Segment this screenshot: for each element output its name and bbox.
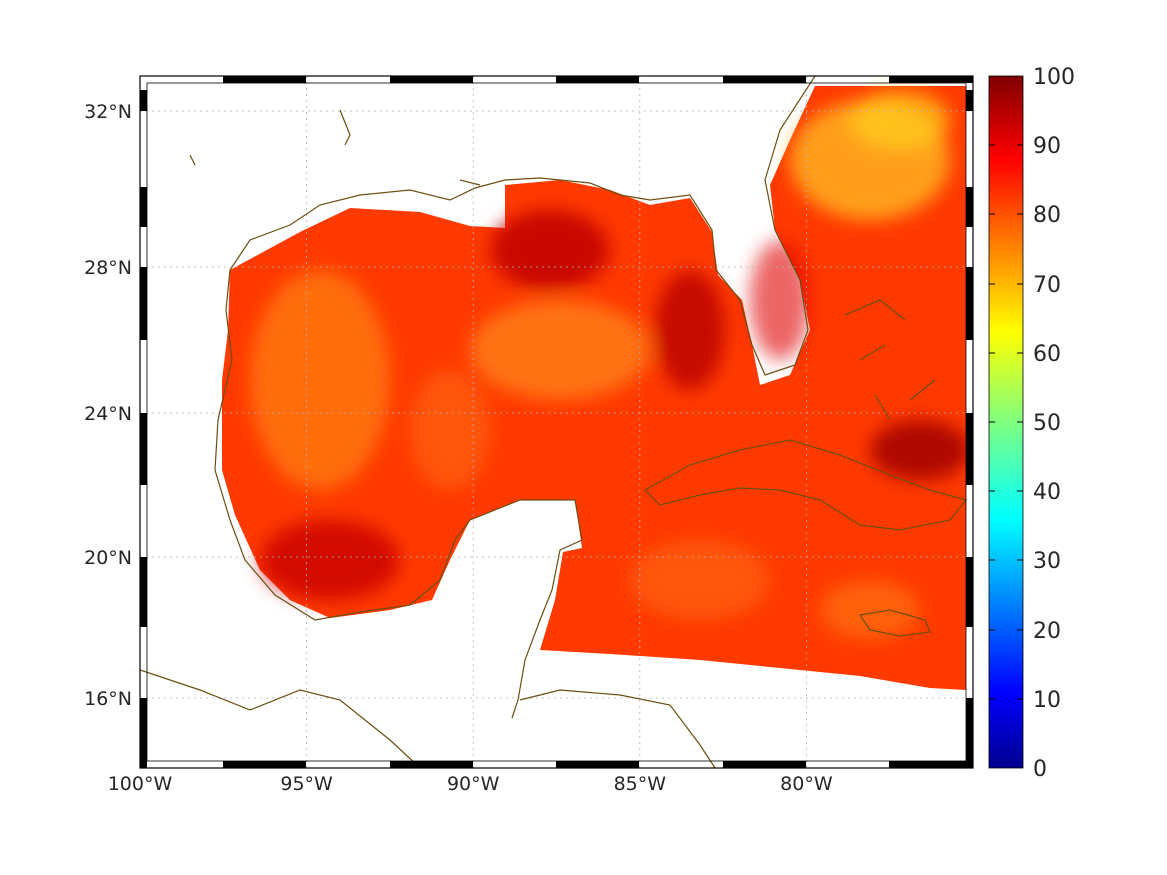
lake-islands <box>189 109 481 186</box>
central-america-coast <box>140 669 421 768</box>
lon-tick-labels: 100°W 95°W 90°W 85°W 80°W <box>108 773 833 795</box>
lat-tick-labels: 32°N 28°N 24°N 20°N 16°N <box>84 101 132 710</box>
colorbar-tick-label: 10 <box>1033 688 1061 713</box>
lon-tick-label: 85°W <box>614 773 667 795</box>
lat-tick-label: 28°N <box>84 257 132 279</box>
colorbar-tick-label: 70 <box>1033 273 1061 298</box>
coastlines <box>140 76 968 768</box>
jamaica-outline <box>858 609 931 637</box>
lat-tick-label: 16°N <box>84 688 132 710</box>
colorbar-tick-label: 100 <box>1033 65 1075 90</box>
lat-tick-label: 20°N <box>84 547 132 569</box>
cuba-outline <box>644 439 968 531</box>
data-field <box>222 86 970 690</box>
colorbar-tick-label: 30 <box>1033 549 1061 574</box>
colorbar-tick-label: 80 <box>1033 203 1061 228</box>
lon-tick-label: 100°W <box>108 773 173 795</box>
lon-tick-label: 80°W <box>780 773 833 795</box>
lat-tick-label: 24°N <box>84 403 132 425</box>
colorbar: 100 90 80 70 60 50 40 30 20 10 0 <box>988 65 1075 782</box>
colorbar-tick-label: 20 <box>1033 619 1061 644</box>
mexico-coast <box>214 269 583 719</box>
lon-tick-label: 95°W <box>280 773 333 795</box>
lat-tick-label: 32°N <box>84 101 132 123</box>
honduras-coast <box>519 689 716 768</box>
colorbar-tick-label: 90 <box>1033 134 1061 159</box>
lon-tick-label: 90°W <box>447 773 500 795</box>
colorbar-tick-label: 50 <box>1033 411 1061 436</box>
colorbar-tick-label: 60 <box>1033 342 1061 367</box>
us-gulf-coast <box>229 76 816 376</box>
map-panel <box>140 76 973 768</box>
map-frame <box>139 75 974 769</box>
colorbar-tick-label: 0 <box>1033 757 1047 782</box>
bahamas <box>844 299 936 421</box>
colorbar-tick-label: 40 <box>1033 480 1061 505</box>
